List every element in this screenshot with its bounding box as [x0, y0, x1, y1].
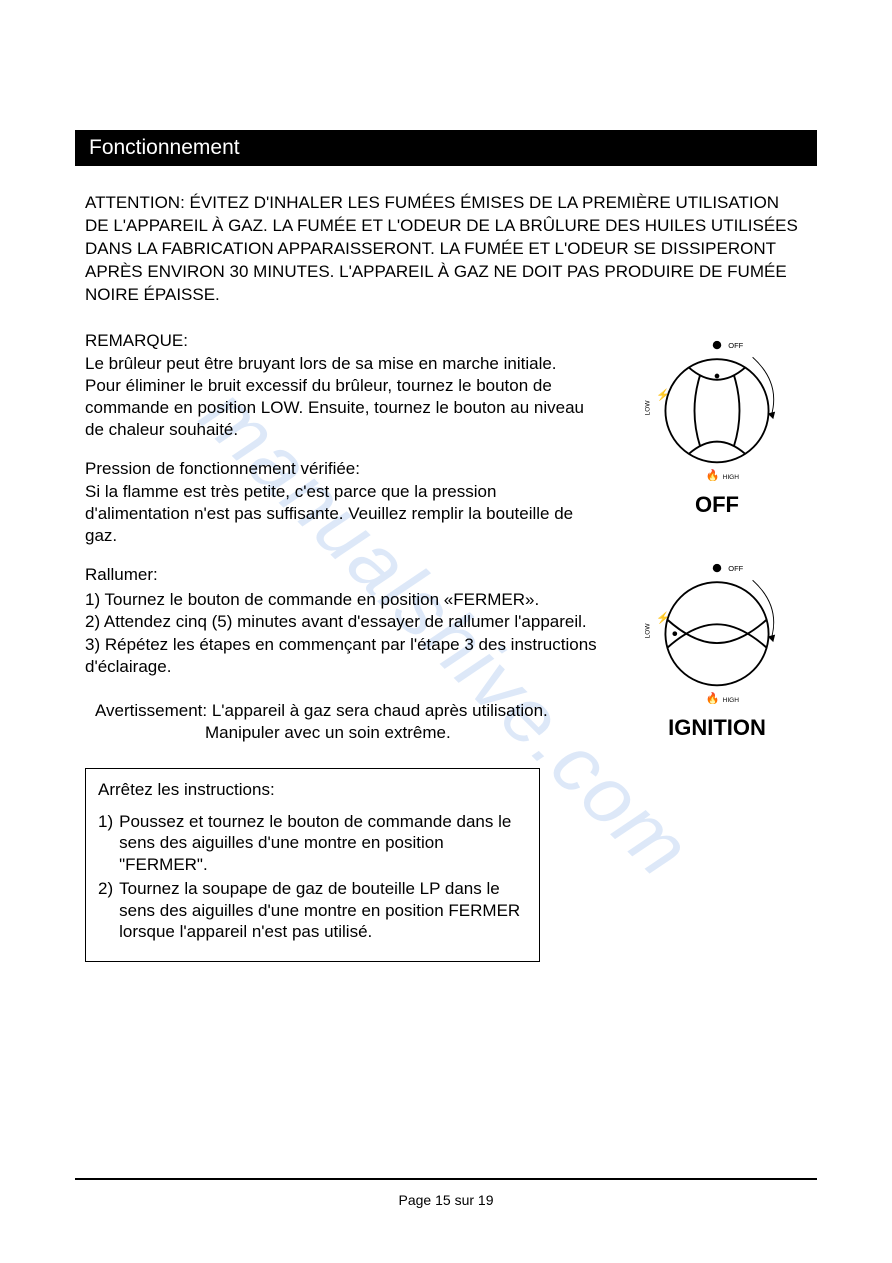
dial-off-icon: OFF ⚡ LOW 🔥 HIGH — [637, 331, 797, 481]
dial-off-wrap: OFF ⚡ LOW 🔥 HIGH OFF — [617, 331, 817, 518]
dial-ignition-wrap: OFF ⚡ LOW 🔥 HIGH IGNITION — [617, 554, 817, 741]
svg-text:HIGH: HIGH — [723, 697, 740, 704]
svg-text:HIGH: HIGH — [723, 474, 740, 481]
avert-line-1: Avertissement: L'appareil à gaz sera cha… — [95, 700, 597, 722]
rallumer-step-1: 1) Tournez le bouton de commande en posi… — [85, 589, 597, 611]
stop-item-num: 1) — [98, 811, 113, 876]
left-column: REMARQUE: Le brûleur peut être bruyant l… — [75, 331, 597, 962]
svg-text:OFF: OFF — [728, 564, 743, 573]
right-column: OFF ⚡ LOW 🔥 HIGH OFF OFF — [617, 331, 817, 962]
dial-off-label: OFF — [617, 492, 817, 518]
svg-text:🔥: 🔥 — [706, 691, 720, 704]
rallumer-list: 1) Tournez le bouton de commande en posi… — [85, 589, 597, 677]
stop-item-num: 2) — [98, 878, 113, 943]
svg-text:LOW: LOW — [645, 622, 652, 638]
stop-instructions-box: Arrêtez les instructions: 1) Poussez et … — [85, 768, 540, 962]
dial-ignition-icon: OFF ⚡ LOW 🔥 HIGH — [637, 554, 797, 704]
avertissement-block: Avertissement: L'appareil à gaz sera cha… — [85, 700, 597, 744]
pression-heading: Pression de fonctionnement vérifiée: — [85, 459, 597, 479]
page-number: Page 15 sur 19 — [75, 1192, 817, 1208]
rallumer-heading: Rallumer: — [85, 565, 597, 585]
svg-text:⚡: ⚡ — [656, 387, 670, 401]
dial-ignition-label: IGNITION — [617, 715, 817, 741]
avert-line-2: Manipuler avec un soin extrême. — [95, 722, 597, 744]
remarque-heading: REMARQUE: — [85, 331, 597, 351]
content-row: REMARQUE: Le brûleur peut être bruyant l… — [75, 331, 817, 962]
page-footer: Page 15 sur 19 — [75, 1178, 817, 1208]
footer-divider — [75, 1178, 817, 1180]
stop-item-1: 1) Poussez et tournez le bouton de comma… — [98, 811, 527, 876]
attention-text: ATTENTION: ÉVITEZ D'INHALER LES FUMÉES É… — [75, 192, 817, 307]
svg-text:OFF: OFF — [728, 341, 743, 350]
svg-text:LOW: LOW — [645, 399, 652, 415]
stop-item-text: Tournez la soupape de gaz de bouteille L… — [119, 878, 527, 943]
rallumer-step-3: 3) Répétez les étapes en commençant par … — [85, 634, 597, 678]
section-header: Fonctionnement — [75, 130, 817, 166]
rallumer-step-2: 2) Attendez cinq (5) minutes avant d'ess… — [85, 611, 597, 633]
document-page: Fonctionnement ATTENTION: ÉVITEZ D'INHAL… — [0, 0, 892, 1022]
stop-item-text: Poussez et tournez le bouton de commande… — [119, 811, 527, 876]
svg-text:🔥: 🔥 — [706, 468, 720, 481]
stop-heading: Arrêtez les instructions: — [98, 779, 527, 801]
pression-body: Si la flamme est très petite, c'est parc… — [85, 481, 597, 547]
stop-item-2: 2) Tournez la soupape de gaz de bouteill… — [98, 878, 527, 943]
svg-text:⚡: ⚡ — [656, 610, 670, 624]
remarque-body: Le brûleur peut être bruyant lors de sa … — [85, 353, 597, 441]
